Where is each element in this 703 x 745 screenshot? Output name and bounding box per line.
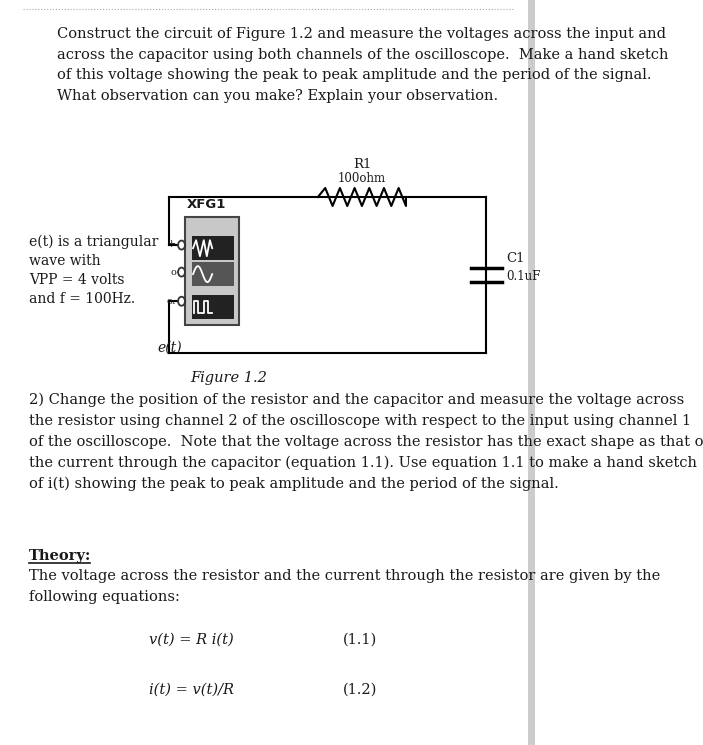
Text: R1: R1 <box>353 158 371 171</box>
Text: e(t): e(t) <box>157 341 181 355</box>
Text: (1.1): (1.1) <box>343 633 378 647</box>
Circle shape <box>178 241 185 250</box>
Bar <box>191 294 234 319</box>
Text: C1: C1 <box>506 252 525 265</box>
Bar <box>186 217 239 325</box>
Text: +: + <box>167 239 176 249</box>
Text: e(t) is a triangular: e(t) is a triangular <box>29 235 158 250</box>
Text: and f = 100Hz.: and f = 100Hz. <box>29 292 135 306</box>
Bar <box>191 236 234 260</box>
Text: VPP = 4 volts: VPP = 4 volts <box>29 273 124 287</box>
Text: Figure 1.2: Figure 1.2 <box>190 371 267 385</box>
Bar <box>191 262 234 286</box>
Text: XFG1: XFG1 <box>187 198 226 211</box>
Text: o₁: o₁ <box>167 297 176 305</box>
Circle shape <box>178 267 185 276</box>
Text: v(t) = R i(t): v(t) = R i(t) <box>149 633 234 647</box>
Text: The voltage across the resistor and the current through the resistor are given b: The voltage across the resistor and the … <box>29 569 660 603</box>
Text: Construct the circuit of Figure 1.2 and measure the voltages across the input an: Construct the circuit of Figure 1.2 and … <box>58 27 669 103</box>
Text: Theory:: Theory: <box>29 549 91 563</box>
Text: i(t) = v(t)/R: i(t) = v(t)/R <box>149 683 234 697</box>
Text: 100ohm: 100ohm <box>338 172 386 185</box>
Text: wave with: wave with <box>29 254 101 268</box>
Text: (1.2): (1.2) <box>343 683 378 697</box>
Text: 2) Change the position of the resistor and the capacitor and measure the voltage: 2) Change the position of the resistor a… <box>29 393 703 491</box>
Text: o: o <box>170 267 176 276</box>
Circle shape <box>178 297 185 305</box>
Text: 0.1uF: 0.1uF <box>506 270 541 283</box>
